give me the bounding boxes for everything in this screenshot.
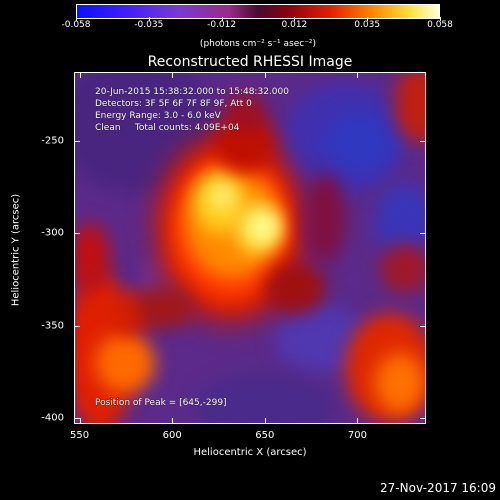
y-tick-label: -350: [41, 320, 64, 332]
colorbar-tick-mark: [440, 17, 441, 21]
colorbar-tick-mark: [367, 17, 369, 21]
y-tick-mark: [420, 140, 426, 142]
x-tick-mark: [357, 72, 359, 78]
y-tick-mark: [74, 233, 80, 235]
peak-position-text: Position of Peak = [645,-299]: [95, 398, 227, 408]
x-tick-mark: [172, 418, 174, 424]
rhessi-image: 20-Jun-2015 15:38:32.000 to 15:48:32.000…: [74, 72, 426, 424]
colorbar-tick-mark: [148, 17, 150, 21]
y-tick-mark: [74, 418, 80, 420]
colorbar-tick-label: 0.035: [354, 20, 381, 30]
y-tick-mark: [420, 418, 426, 420]
x-tick-label: 650: [255, 430, 275, 441]
colorbar-tick-mark: [76, 17, 77, 21]
y-tick-mark: [74, 140, 80, 142]
y-tick-mark: [420, 233, 426, 235]
x-tick-mark: [264, 418, 266, 424]
y-tick-mark: [420, 325, 426, 327]
y-tick-label: -250: [41, 135, 64, 147]
x-axis-label: Heliocentric X (arcsec): [193, 447, 307, 458]
colorbar-tick-label: -0.012: [207, 20, 237, 30]
x-tick-mark: [172, 72, 174, 78]
detectors-text: Detectors: 3F 5F 6F 7F 8F 9F, Att 0: [95, 99, 252, 109]
colorbar-tick-label: 0.012: [281, 20, 308, 30]
colorbar-tick-label: -0.058: [61, 20, 91, 30]
y-axis-label: Heliocentric Y (arcsec): [10, 193, 22, 307]
colorbar-tick-label: 0.058: [427, 20, 453, 30]
time-range-text: 20-Jun-2015 15:38:32.000 to 15:48:32.000: [95, 87, 289, 97]
colorbar-tick-label: -0.035: [134, 20, 164, 30]
x-tick-label: 700: [347, 430, 367, 441]
clean-counts-text: Clean Total counts: 4.09E+04: [95, 123, 240, 133]
y-tick-label: -300: [41, 227, 64, 239]
colorbar-tick-mark: [294, 17, 296, 21]
x-tick-label: 600: [162, 430, 182, 441]
colorbar-tick-mark: [221, 17, 223, 21]
y-tick-mark: [74, 325, 80, 327]
x-tick-mark: [357, 418, 359, 424]
colorbar-units: (photons cm⁻² s⁻¹ asec⁻²): [199, 39, 317, 49]
x-tick-mark: [79, 418, 81, 424]
energy-range-text: Energy Range: 3.0 - 6.0 keV: [95, 111, 221, 121]
image-title: Reconstructed RHESSI Image: [147, 54, 353, 70]
x-tick-mark: [79, 72, 81, 78]
y-tick-label: -400: [41, 412, 64, 424]
footer-date: 27-Nov-2017 16:09: [380, 481, 496, 495]
x-tick-mark: [264, 72, 266, 78]
x-tick-label: 550: [70, 430, 90, 441]
colorbar: [76, 4, 440, 19]
